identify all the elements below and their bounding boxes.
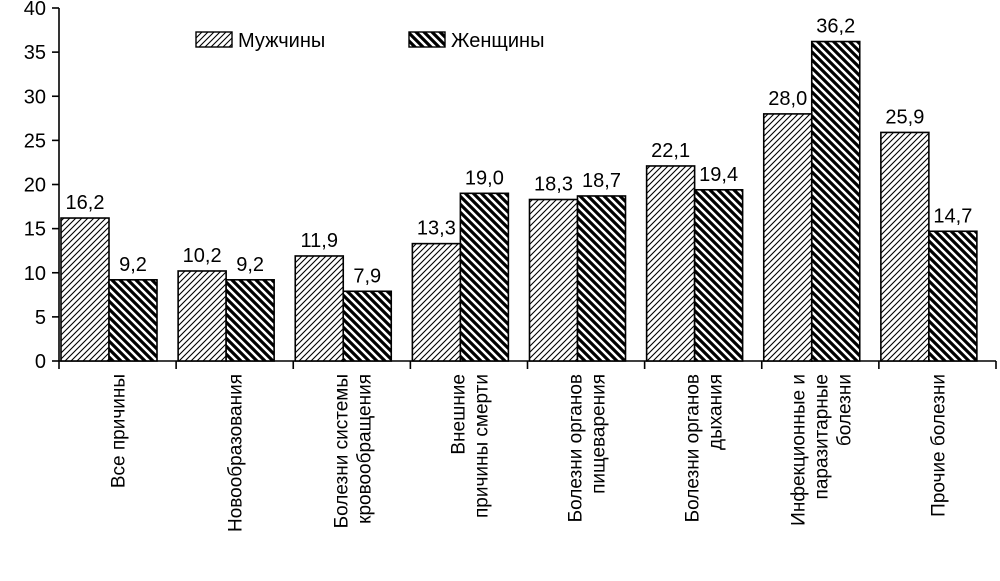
- category-label-2-line-0: Болезни системы: [331, 374, 352, 528]
- bar-women-7: [928, 230, 978, 362]
- category-label-4-line-0: Болезни органов: [566, 374, 587, 522]
- category-label-3-line-1: причины смерти: [471, 374, 492, 518]
- y-tick-label-5: 5: [35, 307, 46, 329]
- category-label-6-line-2: болезни: [834, 374, 855, 446]
- data-label-women-1: 9,2: [236, 254, 264, 276]
- y-tick-label-15: 15: [24, 219, 46, 241]
- category-labels: Все причины Новообразования Болезни систем…: [109, 374, 950, 532]
- data-label-women-6: 36,2: [816, 16, 855, 38]
- category-label-4-line-1: пищеварения: [589, 374, 610, 494]
- data-label-men-4: 18,3: [534, 174, 573, 196]
- legend-swatch-men: [195, 31, 233, 48]
- bar-women-6: [810, 40, 861, 362]
- data-label-women-0: 9,2: [119, 254, 147, 276]
- bar-men-4: [528, 198, 579, 362]
- category-label-6-line-1: паразитарные: [811, 374, 832, 499]
- bar-men-6: [762, 113, 813, 362]
- bar-women-2: [342, 290, 393, 362]
- category-label-3-line-0: Внешние: [448, 374, 469, 455]
- category-label-0-line-0: Все причины: [109, 374, 130, 488]
- category-label-5-line-0: Болезни органов: [683, 374, 704, 522]
- legend-label-women: Женщины: [451, 30, 544, 52]
- category-label-6-line-0: Инфекционные и: [788, 374, 809, 526]
- legend: Мужчины Женщины: [195, 30, 544, 52]
- category-label-5-line-1: дыхания: [706, 374, 727, 450]
- y-tick-label-20: 20: [24, 175, 46, 197]
- bar-men-3: [411, 242, 462, 362]
- category-label-1-line-0: Новообразования: [226, 374, 247, 532]
- bars: [60, 40, 978, 362]
- data-label-women-7: 14,7: [933, 205, 972, 227]
- data-label-men-5: 22,1: [651, 140, 690, 162]
- y-tick-label-40: 40: [24, 0, 46, 20]
- bar-men-2: [294, 255, 345, 362]
- data-label-women-5: 19,4: [699, 164, 738, 186]
- y-tick-label-25: 25: [24, 130, 46, 152]
- data-label-men-2: 11,9: [301, 230, 338, 252]
- bar-women-0: [108, 279, 158, 362]
- data-label-men-0: 16,2: [66, 192, 105, 214]
- bar-women-4: [576, 195, 627, 362]
- data-label-men-3: 13,3: [417, 218, 456, 240]
- y-tick-label-35: 35: [24, 42, 46, 64]
- bar-women-1: [225, 279, 275, 362]
- data-label-men-6: 28,0: [768, 88, 807, 110]
- y-tick-label-0: 0: [35, 351, 46, 373]
- bar-men-1: [177, 270, 227, 362]
- category-label-7-line-0: Прочие болезни: [928, 374, 949, 517]
- data-label-women-2: 7,9: [353, 265, 381, 287]
- bar-women-3: [459, 192, 510, 362]
- data-label-women-3: 19,0: [465, 167, 504, 189]
- bar-men-7: [880, 131, 930, 362]
- bar-men-5: [645, 165, 696, 362]
- y-tick-label-10: 10: [24, 263, 46, 285]
- bar-men-0: [60, 217, 110, 362]
- legend-swatch-women: [408, 31, 446, 48]
- category-label-2-line-1: кровообращения: [354, 374, 375, 524]
- data-label-women-4: 18,7: [582, 170, 621, 192]
- legend-label-men: Мужчины: [238, 30, 325, 52]
- data-labels: 16,2 10,2 11,9 13,3 18,3 22,1 28,0 25,9 9,2 9,2 7,…: [66, 16, 973, 288]
- data-label-men-7: 25,9: [885, 106, 924, 128]
- bar-women-5: [693, 188, 744, 362]
- data-label-men-1: 10,2: [183, 245, 222, 267]
- y-tick-label-30: 30: [24, 86, 46, 108]
